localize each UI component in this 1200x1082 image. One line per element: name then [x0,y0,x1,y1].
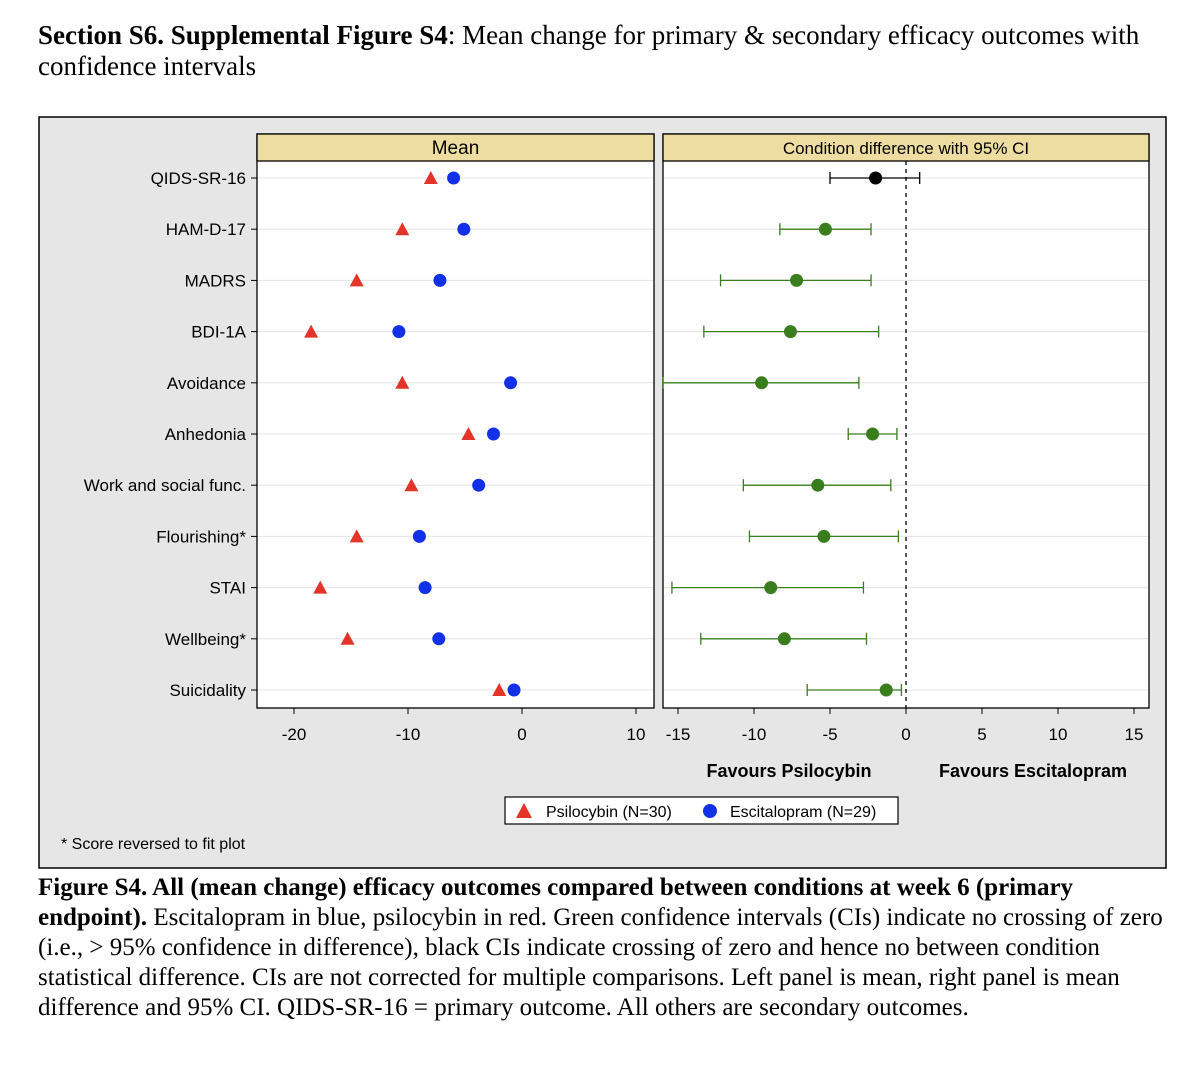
legend-psilocybin-label: Psilocybin (N=30) [546,804,672,821]
caption-bold: Figure S4. All (mean change) efficacy ou… [38,874,1074,931]
heading-bold: Section S6. Supplemental Figure S4 [38,20,448,50]
category-label: Avoidance [167,374,246,393]
legend-escitalopram-marker [703,804,717,818]
psilocybin-marker [395,375,410,389]
escitalopram-marker [472,478,486,492]
x-tick-label: -15 [666,725,691,744]
mean-panel-area [256,133,655,709]
category-label: QIDS-SR-16 [151,169,246,188]
mean-panel-title: Mean [432,138,480,159]
category-label: HAM-D-17 [166,220,246,239]
category-label: Flourishing* [156,527,246,546]
x-tick-label: -5 [822,725,837,744]
favours-psilocybin-label: Favours Psilocybin [706,761,871,781]
figure-heading: Section S6. Supplemental Figure S4: Mean… [38,20,1168,82]
psilocybin-marker [304,324,319,338]
category-label: Wellbeing* [165,630,246,649]
difference-panel-title: Condition difference with 95% CI [783,139,1029,158]
escitalopram-marker [433,273,447,287]
psilocybin-marker [340,631,355,645]
heading-rest: : Mean change for primary & secondary ef… [38,20,1140,81]
x-tick-label: 5 [977,725,986,744]
x-tick-label: 0 [517,725,526,744]
difference-estimate-marker [866,427,880,441]
footnote: * Score reversed to fit plot [61,836,246,853]
difference-estimate-marker [879,683,893,697]
difference-estimate-marker [790,273,804,287]
figure-caption: Figure S4. All (mean change) efficacy ou… [38,873,1168,1023]
escitalopram-marker [457,222,471,236]
escitalopram-marker [418,581,432,595]
difference-estimate-marker [869,171,883,185]
psilocybin-marker [395,222,410,236]
mean-panel-header [256,133,655,162]
escitalopram-marker [432,632,446,646]
difference-estimate-marker [783,325,797,339]
legend-escitalopram-label: Escitalopram (N=29) [730,804,876,821]
difference-estimate-marker [817,529,831,543]
favours-escitalopram-label: Favours Escitalopram [939,761,1127,781]
category-label: Anhedonia [165,425,247,444]
psilocybin-marker [349,529,364,543]
x-tick-label: 10 [627,725,646,744]
category-label: Work and social func. [84,476,246,495]
difference-estimate-marker [811,478,825,492]
x-tick-label: -10 [742,725,767,744]
category-label: BDI-1A [191,323,246,342]
escitalopram-marker [487,427,500,441]
legend-box [504,796,899,825]
psilocybin-marker [461,427,476,440]
difference-estimate-marker [818,222,832,236]
escitalopram-marker [504,376,518,390]
category-label: STAI [209,579,246,598]
escitalopram-marker [392,325,406,339]
escitalopram-marker [412,529,426,543]
difference-estimate-marker [777,632,791,646]
difference-panel-header [662,133,1150,162]
caption-rest: Escitalopram in blue, psilocybin in red.… [38,904,1163,1021]
legend-psilocybin-marker [516,803,532,818]
difference-estimate-marker [755,376,769,390]
x-tick-label: -10 [396,725,421,744]
psilocybin-marker [423,171,438,184]
x-tick-label: 10 [1049,725,1068,744]
x-tick-label: 0 [901,725,910,744]
escitalopram-marker [447,171,461,185]
category-label: Suicidality [169,681,246,700]
x-tick-label: 15 [1125,725,1144,744]
psilocybin-marker [349,273,364,287]
category-label: MADRS [185,271,246,290]
x-tick-label: -20 [282,725,307,744]
difference-estimate-marker [764,581,778,595]
escitalopram-marker [507,683,521,697]
psilocybin-marker [492,683,507,696]
psilocybin-marker [313,580,328,594]
psilocybin-marker [404,478,419,492]
